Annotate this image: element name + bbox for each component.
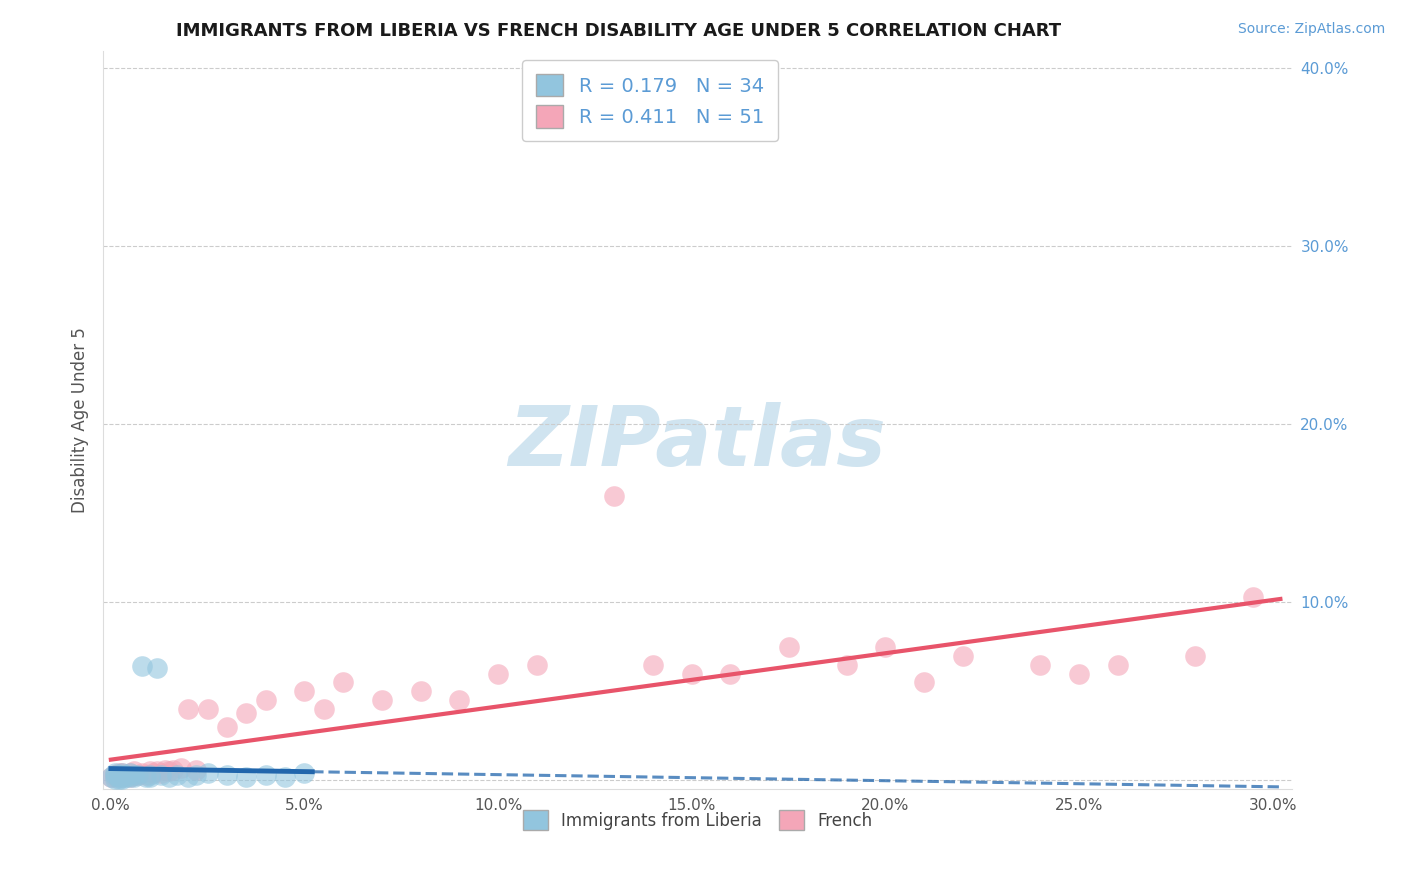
Point xyxy=(197,702,219,716)
Point xyxy=(294,684,316,698)
Point xyxy=(120,770,142,784)
Point xyxy=(127,768,149,782)
Point xyxy=(157,770,180,784)
Point xyxy=(254,693,277,707)
Point xyxy=(131,766,153,780)
Point xyxy=(120,766,142,780)
Point xyxy=(1107,657,1129,672)
Point xyxy=(135,768,157,782)
Point xyxy=(641,657,664,672)
Point xyxy=(332,675,354,690)
Point xyxy=(235,770,257,784)
Point xyxy=(107,770,129,784)
Point xyxy=(1241,590,1264,604)
Point xyxy=(120,766,142,780)
Point xyxy=(603,489,626,503)
Point xyxy=(952,648,974,663)
Point xyxy=(166,768,188,782)
Point xyxy=(122,770,145,784)
Point xyxy=(169,761,191,775)
Point xyxy=(138,764,160,779)
Point xyxy=(146,764,169,779)
Point xyxy=(111,766,134,780)
Point xyxy=(312,702,335,716)
Point xyxy=(215,720,238,734)
Point xyxy=(104,766,127,780)
Point xyxy=(197,766,219,780)
Point xyxy=(184,768,207,782)
Point xyxy=(177,702,200,716)
Point xyxy=(235,706,257,720)
Point xyxy=(104,768,127,782)
Point xyxy=(449,693,471,707)
Point xyxy=(162,763,184,777)
Point xyxy=(115,768,138,782)
Point xyxy=(1067,666,1090,681)
Point xyxy=(122,768,145,782)
Point xyxy=(122,764,145,779)
Point xyxy=(107,768,129,782)
Point xyxy=(409,684,432,698)
Point xyxy=(100,770,122,784)
Point xyxy=(131,659,153,673)
Point xyxy=(104,770,127,784)
Point xyxy=(111,768,134,782)
Point xyxy=(111,772,134,786)
Text: IMMIGRANTS FROM LIBERIA VS FRENCH DISABILITY AGE UNDER 5 CORRELATION CHART: IMMIGRANTS FROM LIBERIA VS FRENCH DISABI… xyxy=(176,22,1062,40)
Point xyxy=(138,768,160,782)
Point xyxy=(142,766,165,780)
Point xyxy=(115,768,138,782)
Point xyxy=(111,766,134,780)
Point xyxy=(177,770,200,784)
Text: ZIPatlas: ZIPatlas xyxy=(509,401,887,483)
Point xyxy=(1029,657,1052,672)
Point xyxy=(912,675,935,690)
Point xyxy=(254,768,277,782)
Point xyxy=(122,768,145,782)
Point xyxy=(111,770,134,784)
Point xyxy=(107,768,129,782)
Legend: Immigrants from Liberia, French: Immigrants from Liberia, French xyxy=(516,804,879,837)
Point xyxy=(720,666,742,681)
Point xyxy=(146,661,169,675)
Point xyxy=(875,640,897,654)
Point xyxy=(526,657,548,672)
Y-axis label: Disability Age Under 5: Disability Age Under 5 xyxy=(72,327,89,513)
Point xyxy=(150,766,173,780)
Point xyxy=(115,770,138,784)
Point xyxy=(107,766,129,780)
Point xyxy=(107,772,129,786)
Point xyxy=(104,768,127,782)
Point xyxy=(111,770,134,784)
Point xyxy=(294,766,316,780)
Point xyxy=(120,770,142,784)
Point xyxy=(215,768,238,782)
Point xyxy=(778,640,800,654)
Point xyxy=(127,768,149,782)
Point xyxy=(1184,648,1206,663)
Point xyxy=(835,657,858,672)
Point xyxy=(135,770,157,784)
Point xyxy=(681,666,703,681)
Point xyxy=(100,770,122,784)
Point xyxy=(486,666,509,681)
Point xyxy=(138,770,160,784)
Point xyxy=(153,763,176,777)
Point xyxy=(184,763,207,777)
Point xyxy=(157,764,180,779)
Point xyxy=(150,768,173,782)
Text: Source: ZipAtlas.com: Source: ZipAtlas.com xyxy=(1237,22,1385,37)
Point xyxy=(274,770,297,784)
Point xyxy=(371,693,394,707)
Point xyxy=(104,772,127,786)
